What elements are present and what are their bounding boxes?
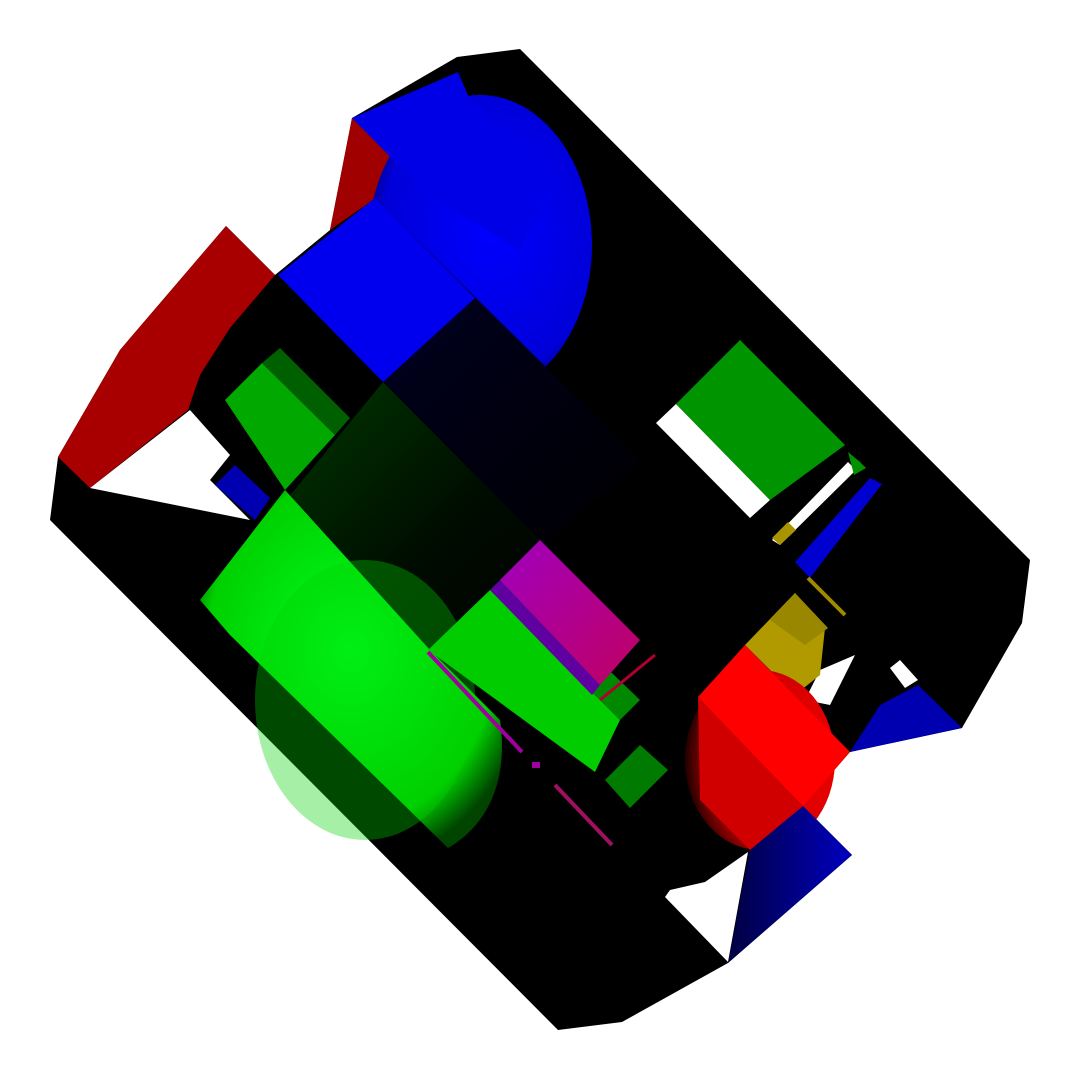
- green-cylinder-left: [225, 363, 335, 490]
- red-box-shade: [698, 697, 803, 850]
- blue-fin-right-edge: [850, 685, 962, 752]
- blue-small-left: [215, 465, 270, 520]
- white-gap-mid: [805, 655, 855, 705]
- green-strip: [848, 452, 866, 475]
- green-box-center: [428, 590, 620, 772]
- magenta-rod-1: [426, 650, 524, 754]
- white-gap-notch: [890, 660, 918, 688]
- magenta-prism-side: [490, 580, 600, 695]
- blue-fin-bottom: [728, 806, 852, 963]
- blue-slab-top: [352, 72, 555, 250]
- white-gap-right: [656, 404, 770, 518]
- magenta-rod-3: [599, 653, 656, 702]
- magenta-dot: [532, 762, 540, 768]
- blue-fin-right: [795, 478, 882, 578]
- dark-green-box: [270, 382, 545, 650]
- red-panel-top: [330, 118, 428, 230]
- green-cylinder-left-shade: [262, 348, 350, 435]
- blue-face: [278, 198, 475, 382]
- white-gap-left: [90, 410, 250, 520]
- green-sphere-left: [200, 490, 502, 848]
- green-sphere-shadow: [255, 560, 475, 840]
- magenta-rod-2: [553, 783, 614, 847]
- red-box: [698, 645, 850, 806]
- green-cylinder-right: [676, 340, 845, 500]
- yellow-box-top: [770, 593, 828, 645]
- white-strip: [772, 462, 856, 545]
- white-gap-bottom: [665, 852, 748, 962]
- yellow-rod: [806, 576, 847, 617]
- magenta-prism: [500, 540, 640, 685]
- green-piece-bottom: [605, 745, 668, 808]
- yellow-chip: [772, 522, 796, 545]
- red-panel-upper-left: [58, 226, 275, 488]
